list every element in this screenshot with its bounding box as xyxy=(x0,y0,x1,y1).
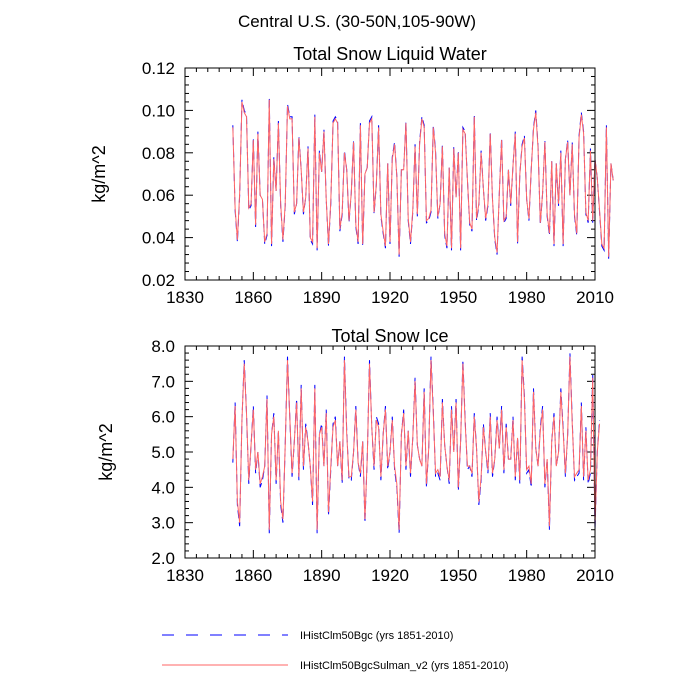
legend: IHistClm50Bgc (yrs 1851-2010) IHistClm50… xyxy=(162,630,508,672)
x-tick-label: 1980 xyxy=(508,288,546,307)
total-snow-ice-plot-frame xyxy=(184,345,596,559)
total-snow-liquid-water-series-ihistclm50bgcsulman-v2 xyxy=(232,99,614,257)
x-tick-label: 2010 xyxy=(576,566,614,585)
x-tick-label: 2010 xyxy=(576,288,614,307)
y-tick-label: 8.0 xyxy=(151,337,175,356)
x-tick-label: 1830 xyxy=(166,566,204,585)
legend-label-ihistclm50bgc: IHistClm50Bgc (yrs 1851-2010) xyxy=(300,630,453,642)
y-tick-label: 5.0 xyxy=(151,443,175,462)
y-tick-label: 7.0 xyxy=(151,372,175,391)
y-tick-label: 0.08 xyxy=(142,144,175,163)
total-snow-liquid-water-y-axis-label: kg/m^2 xyxy=(89,145,109,202)
y-tick-label: 0.04 xyxy=(142,229,175,248)
y-tick-label: 6.0 xyxy=(151,408,175,427)
x-tick-label: 1860 xyxy=(234,288,272,307)
x-tick-label: 1920 xyxy=(371,566,409,585)
total-snow-liquid-water-plot-frame xyxy=(184,67,596,281)
legend-label-ihistclm50bgcsulman: IHistClm50BgcSulman_v2 (yrs 1851-2010) xyxy=(300,660,508,672)
y-tick-label: 2.0 xyxy=(151,549,175,568)
snow-ice-panel: Total Snow Ice kg/m^2 1830 1860 1890 1920 1950… xyxy=(96,326,614,585)
total-snow-liquid-water-title: Total Snow Liquid Water xyxy=(293,44,486,64)
x-tick-label: 1920 xyxy=(371,288,409,307)
x-tick-label: 1830 xyxy=(166,288,204,307)
x-tick-label: 1950 xyxy=(439,288,477,307)
total-snow-ice-y-axis-label: kg/m^2 xyxy=(96,423,116,480)
y-tick-label: 0.10 xyxy=(142,101,175,120)
total-snow-ice-title: Total Snow Ice xyxy=(331,326,448,346)
x-tick-label: 1980 xyxy=(508,566,546,585)
y-tick-label: 0.06 xyxy=(142,186,175,205)
total-snow-ice-series-ihistclm50bgcsulman-v2 xyxy=(232,356,601,530)
y-tick-label: 0.02 xyxy=(142,271,175,290)
y-tick-label: 0.12 xyxy=(142,59,175,78)
figure-title: Central U.S. (30-50N,105-90W) xyxy=(238,12,476,31)
x-tick-label: 1860 xyxy=(234,566,272,585)
x-tick-label: 1890 xyxy=(303,566,341,585)
y-tick-label: 3.0 xyxy=(151,514,175,533)
x-tick-label: 1950 xyxy=(439,566,477,585)
snow-liquid-water-panel: Total Snow Liquid Water kg/m^2 1830 1860 189… xyxy=(89,44,614,307)
y-tick-label: 4.0 xyxy=(151,478,175,497)
x-tick-label: 1890 xyxy=(303,288,341,307)
